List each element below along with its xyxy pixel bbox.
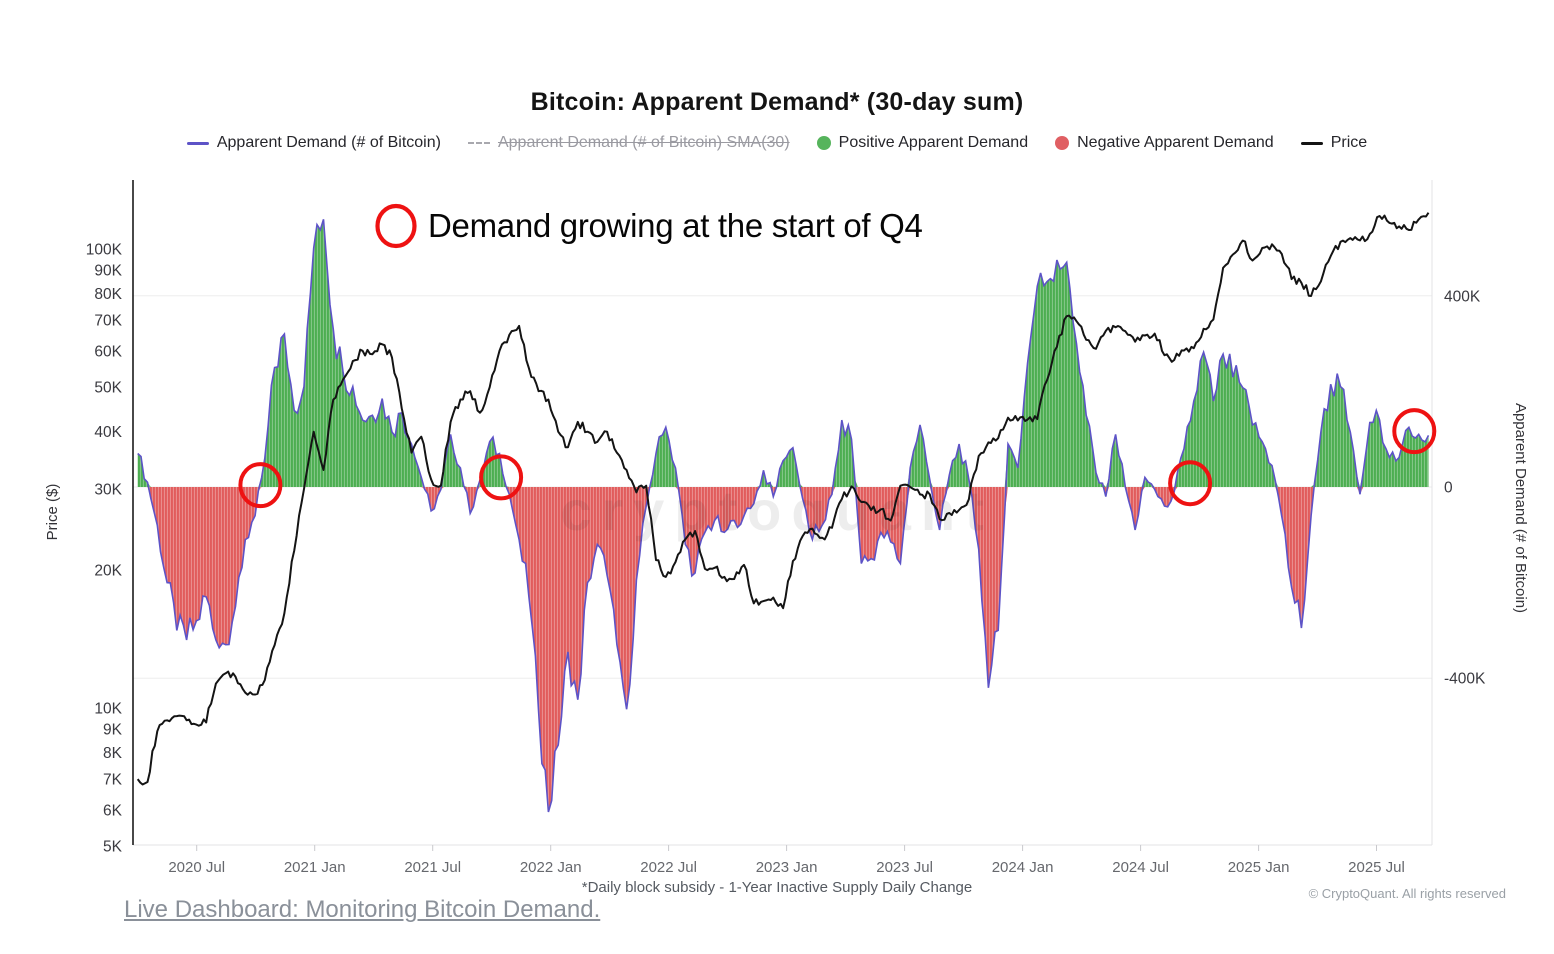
legend-item-price[interactable]: Price [1300,134,1368,152]
x-tick-label: 2020 Jul [168,859,225,876]
price-tick-label: 80K [94,286,122,303]
left-axis-title: Price ($) [44,484,61,541]
price-tick-label: 70K [94,313,122,330]
legend-label: Negative Apparent Demand [1077,134,1274,151]
price-swatch-icon [1300,141,1323,145]
copyright: © CryptoQuant. All rights reserved [1308,886,1506,901]
apparent-demand-line [137,219,1430,813]
price-tick-label: 60K [94,343,122,360]
x-tick-label: 2022 Jan [520,859,582,876]
legend-label: Apparent Demand (# of Bitcoin) SMA(30) [497,134,790,151]
price-tick-label: 40K [94,424,122,441]
x-tick-label: 2024 Jul [1112,859,1169,876]
positive-area-stripes [137,219,1429,488]
price-tick-label: 50K [94,380,122,397]
q4-highlight-circle [1168,460,1213,507]
annotation: Demand growing at the start of Q4 [374,203,923,249]
legend-label: Positive Apparent Demand [838,134,1029,151]
legend-label: Apparent Demand (# of Bitcoin) [216,134,441,151]
price-tick-label: 100K [86,242,123,259]
chart-title: Bitcoin: Apparent Demand* (30-day sum) [530,88,1024,116]
live-dashboard-link[interactable]: Live Dashboard: Monitoring Bitcoin Deman… [124,896,601,923]
footnote: *Daily block subsidy - 1-Year Inactive S… [581,879,973,896]
x-tick-label: 2024 Jan [992,859,1054,876]
price-tick-label: 8K [103,745,123,762]
price-tick-label: 30K [94,482,122,499]
price-tick-label: 20K [94,562,122,579]
x-tick-label: 2022 Jul [640,859,697,876]
price-tick-label: 6K [103,802,123,819]
negative-apparent-demand-area [137,487,1429,812]
legend-item-positive-apparent-demand[interactable]: Positive Apparent Demand [816,134,1029,152]
q4-highlight-circle [238,462,283,509]
apparent-demand-of-bitcoin-swatch-icon [186,141,209,145]
legend: Apparent Demand (# of Bitcoin) Apparent D… [0,134,1554,152]
x-tick-label: 2025 Jul [1348,859,1405,876]
demand-tick-label: 0 [1444,480,1453,497]
legend-item-apparent-demand-of-bitcoin-sma-30[interactable]: Apparent Demand (# of Bitcoin) SMA(30) [467,134,790,152]
demand-tick-label: -400K [1444,671,1486,688]
x-tick-label: 2023 Jan [756,859,818,876]
x-tick-label: 2021 Jul [404,859,461,876]
negative-area-stripes [137,487,1429,812]
price-tick-label: 90K [94,263,122,280]
negative-apparent-demand-swatch-icon [1055,136,1070,150]
legend-item-apparent-demand-of-bitcoin[interactable]: Apparent Demand (# of Bitcoin) [186,134,441,152]
x-tick-label: 2025 Jan [1228,859,1290,876]
annotation-circle-icon [375,203,417,249]
price-tick-label: 9K [103,722,123,739]
series-layer [136,212,1430,813]
price-tick-label: 7K [103,772,123,789]
price-line [136,212,1430,786]
q4-highlight-circle [479,454,524,501]
price-tick-label: 10K [94,701,122,718]
q4-highlight-circle [1392,408,1437,455]
right-axis-title: Apparent Demand (# of Bitcoin) [1512,403,1529,613]
x-tick-label: 2021 Jan [284,859,346,876]
x-tick-label: 2023 Jul [876,859,933,876]
demand-tick-label: 400K [1444,288,1481,305]
apparent-demand-of-bitcoin-sma-30-swatch-icon [467,142,490,144]
annotation-text: Demand growing at the start of Q4 [428,207,923,244]
positive-apparent-demand-swatch-icon [816,136,831,150]
legend-item-negative-apparent-demand[interactable]: Negative Apparent Demand [1055,134,1274,152]
price-tick-label: 5K [103,839,123,856]
legend-label: Price [1330,134,1368,151]
